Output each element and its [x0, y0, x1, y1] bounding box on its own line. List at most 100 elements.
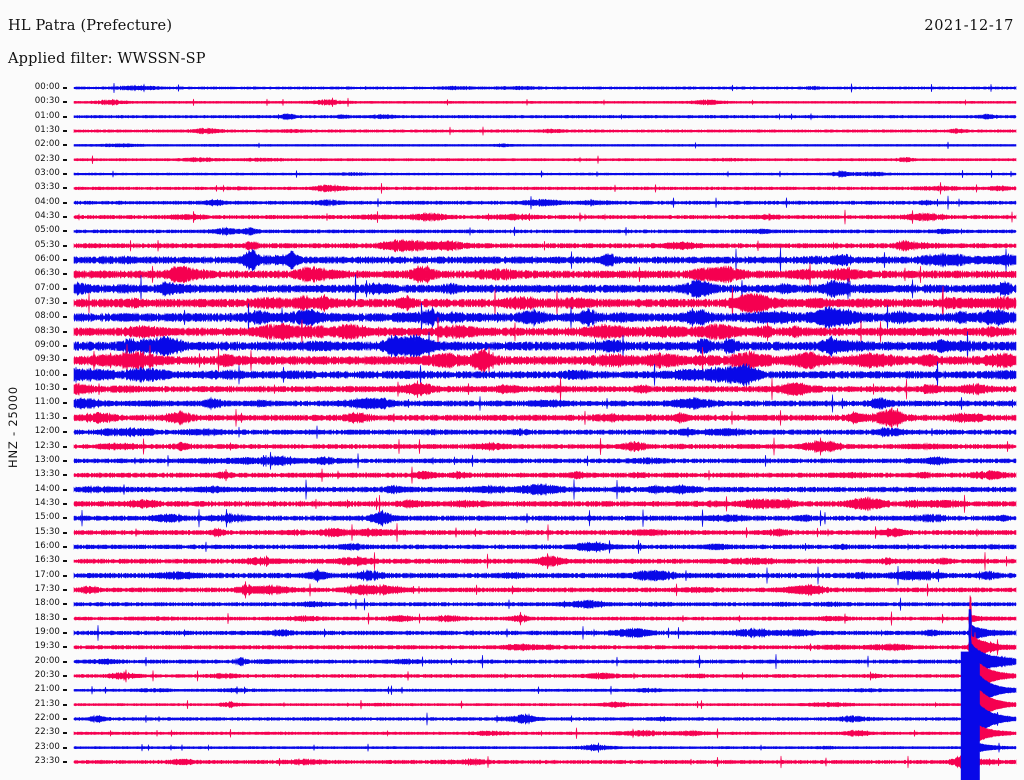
row-tick-mark: [63, 674, 67, 677]
row-tick-mark: [63, 373, 67, 376]
row-time-label: 20:30: [0, 671, 60, 681]
row-time-text: 19:30: [34, 641, 60, 652]
row-time-text: 15:00: [34, 512, 60, 523]
row-time-label: 22:30: [0, 728, 60, 738]
row-time-label: 08:30: [0, 327, 60, 337]
row-time-label: 17:00: [0, 569, 60, 581]
row-time-text: 18:00: [34, 598, 60, 609]
row-tick-mark: [63, 158, 67, 161]
row-time-text: 07:30: [34, 297, 60, 308]
row-tick-mark: [63, 345, 67, 348]
row-tick-mark: [63, 617, 67, 620]
row-tick-mark: [63, 488, 67, 491]
row-tick-mark: [63, 330, 67, 333]
row-tick-mark: [63, 631, 67, 634]
row-time-label: 05:30: [0, 241, 60, 251]
row-time-text: 10:00: [34, 368, 60, 379]
row-time-text: 17:30: [34, 583, 60, 594]
row-time-text: 23:00: [34, 741, 60, 752]
row-time-label: 20:00: [0, 656, 60, 667]
row-time-text: 06:30: [34, 268, 60, 279]
row-time-text: 02:00: [34, 139, 60, 150]
row-time-text: 13:00: [34, 454, 60, 465]
row-time-label: 02:30: [0, 155, 60, 165]
row-tick-mark: [63, 689, 67, 692]
row-tick-mark: [63, 560, 67, 563]
row-tick-mark: [63, 316, 67, 319]
row-time-text: 21:00: [34, 684, 60, 695]
row-time-text: 16:00: [34, 540, 60, 551]
row-tick-mark: [63, 130, 67, 133]
row-time-label: 21:30: [0, 700, 60, 710]
row-time-label: 15:00: [0, 513, 60, 523]
row-tick-mark: [63, 359, 67, 362]
row-time-label: 16:00: [0, 542, 60, 552]
row-tick-mark: [63, 603, 67, 606]
row-tick-mark: [63, 431, 67, 434]
row-time-label: 07:00: [0, 284, 60, 294]
row-time-label: 09:30: [0, 355, 60, 365]
row-time-label: 06:00: [0, 255, 60, 265]
row-time-label: 17:30: [0, 585, 60, 595]
row-time-label: 13:30: [0, 470, 60, 480]
row-time-text: 18:30: [34, 612, 60, 623]
row-time-text: 00:30: [34, 96, 60, 107]
row-tick-mark: [63, 230, 67, 233]
row-time-text: 19:00: [34, 626, 60, 637]
row-tick-mark: [63, 588, 67, 591]
row-time-label: 05:00: [0, 226, 60, 236]
earthquake-onset-spike: [968, 609, 972, 694]
row-time-label: 04:00: [0, 198, 60, 208]
row-time-text: 03:30: [34, 182, 60, 193]
row-tick-mark: [63, 459, 67, 462]
row-time-label: 11:00: [0, 398, 60, 408]
row-time-label: 01:30: [0, 126, 60, 136]
row-time-label: 19:00: [0, 628, 60, 638]
row-time-text: 05:30: [34, 239, 60, 250]
row-tick-mark: [63, 646, 67, 649]
row-time-text: 17:00: [34, 569, 60, 580]
row-tick-mark: [63, 101, 67, 104]
row-time-label: 00:00: [0, 83, 60, 93]
row-time-label: 11:30: [0, 413, 60, 423]
row-time-text: 14:30: [34, 497, 60, 508]
row-time-text: 06:00: [34, 254, 60, 265]
row-tick-mark: [63, 574, 67, 577]
row-time-label: 18:30: [0, 612, 60, 624]
row-time-text: 08:00: [34, 311, 60, 322]
row-tick-mark: [63, 416, 67, 419]
row-time-text: 20:30: [34, 669, 60, 680]
row-time-text: 09:30: [34, 354, 60, 365]
row-tick-mark: [63, 388, 67, 391]
row-time-text: 12:30: [34, 440, 60, 451]
row-tick-mark: [63, 302, 67, 305]
row-tick-mark: [63, 187, 67, 190]
applied-filter-label: Applied filter: WWSSN-SP: [8, 51, 206, 67]
row-time-text: 02:30: [34, 153, 60, 164]
row-time-label: 16:30: [0, 556, 60, 566]
row-tick-mark: [63, 216, 67, 219]
row-time-label: 10:00: [0, 370, 60, 380]
row-time-label: 12:00: [0, 427, 60, 437]
row-tick-mark: [63, 244, 67, 247]
row-time-text: 09:00: [34, 340, 60, 351]
row-time-label: 21:00: [0, 685, 60, 695]
row-time-label: 10:30: [0, 384, 60, 394]
row-time-text: 16:30: [34, 555, 60, 566]
row-time-text: 23:30: [34, 755, 60, 766]
row-tick-mark: [63, 87, 67, 89]
row-time-text: 22:30: [34, 727, 60, 738]
row-time-label: 14:30: [0, 499, 60, 509]
row-tick-mark: [63, 717, 67, 720]
row-tick-mark: [63, 474, 67, 477]
row-time-text: 03:00: [34, 168, 60, 179]
row-time-text: 04:00: [34, 196, 60, 207]
row-time-label: 15:30: [0, 527, 60, 538]
row-tick-mark: [63, 531, 67, 534]
row-time-text: 10:30: [34, 383, 60, 394]
row-time-text: 01:00: [34, 110, 60, 121]
row-tick-mark: [63, 115, 67, 118]
row-tick-mark: [63, 502, 67, 505]
